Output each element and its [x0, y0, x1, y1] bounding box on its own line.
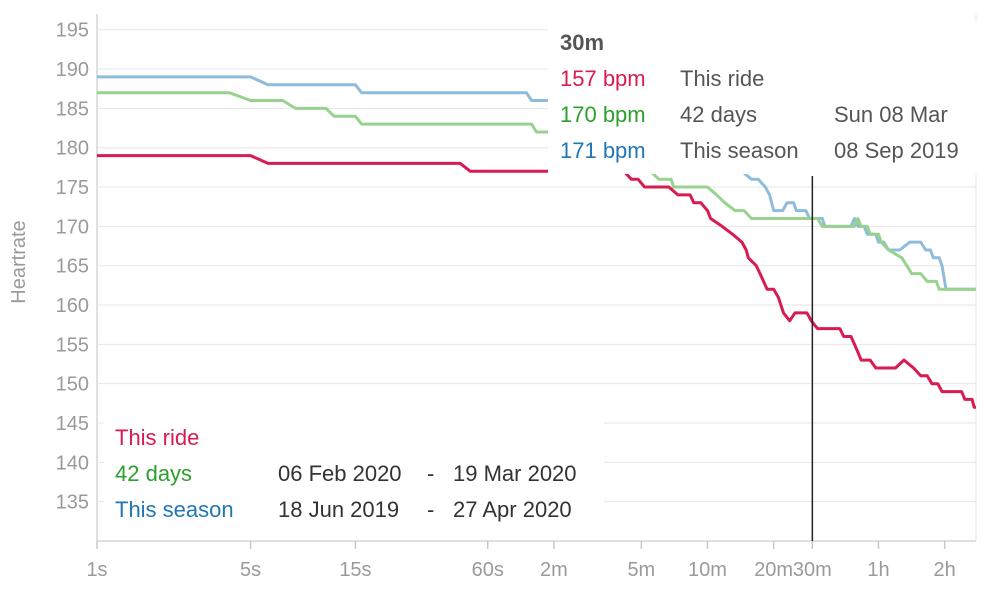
tooltip-label-this-season: This season — [680, 138, 799, 163]
legend: This ride 42 days 06 Feb 2020 - 19 Mar 2… — [104, 418, 604, 530]
series-line-42-days — [97, 91, 976, 291]
tooltip-value-this-season: 171 bpm — [560, 138, 646, 163]
legend-from-42-days: 06 Feb 2020 — [278, 461, 402, 486]
legend-label-this-ride: This ride — [115, 425, 199, 450]
y-axis-label: Heartrate — [8, 220, 30, 303]
x-tick-label: 20m — [754, 559, 793, 581]
series-line-this-ride — [97, 154, 976, 409]
tooltip-row: 157 bpm This ride — [560, 66, 764, 91]
legend-background — [104, 418, 604, 530]
legend-row: This season 18 Jun 2019 - 27 Apr 2020 — [115, 497, 572, 522]
y-tick-label: 155 — [56, 334, 89, 356]
x-axis: 1s 5s 15s 60s 2m 5m 10m 20m 30m 1h 2h — [86, 541, 956, 581]
tooltip-value-42-days: 170 bpm — [560, 102, 646, 127]
y-tick-label: 135 — [56, 492, 89, 514]
y-tick-label: 165 — [56, 256, 89, 278]
legend-to-this-season: 27 Apr 2020 — [453, 497, 572, 522]
tooltip-date-42-days: Sun 08 Mar — [834, 102, 948, 127]
tooltip-value-this-ride: 157 bpm — [560, 66, 646, 91]
y-tick-label: 140 — [56, 452, 89, 474]
x-tick-label: 30m — [793, 559, 832, 581]
legend-sep-this-season: - — [427, 497, 434, 522]
x-tick-label: 2h — [934, 559, 956, 581]
tooltip: 30m 157 bpm This ride 170 bpm 42 days Su… — [548, 22, 978, 174]
legend-sep-42-days: - — [427, 461, 434, 486]
legend-row: This ride — [115, 425, 199, 450]
tooltip-label-this-ride: This ride — [680, 66, 764, 91]
tooltip-title: 30m — [560, 30, 604, 55]
y-tick-label: 150 — [56, 374, 89, 396]
legend-label-42-days: 42 days — [115, 461, 192, 486]
y-tick-label: 195 — [56, 20, 89, 42]
x-tick-label: 5m — [627, 559, 655, 581]
tooltip-background — [548, 22, 978, 174]
legend-label-this-season: This season — [115, 497, 234, 522]
tooltip-label-42-days: 42 days — [680, 102, 757, 127]
tooltip-row: 170 bpm 42 days Sun 08 Mar — [560, 102, 948, 127]
tooltip-date-this-season: 08 Sep 2019 — [834, 138, 959, 163]
x-tick-label: 60s — [472, 559, 504, 581]
x-tick-label: 15s — [339, 559, 371, 581]
y-tick-label: 180 — [56, 138, 89, 160]
y-tick-label: 185 — [56, 98, 89, 120]
y-tick-label: 160 — [56, 295, 89, 317]
x-tick-label: 2m — [540, 559, 568, 581]
legend-from-this-season: 18 Jun 2019 — [278, 497, 399, 522]
x-tick-label: 1s — [86, 559, 107, 581]
y-axis: 135 140 145 150 155 160 165 170 175 180 185 190 195 — [56, 20, 89, 514]
x-tick-label: 5s — [240, 559, 261, 581]
y-tick-label: 175 — [56, 177, 89, 199]
x-tick-label: 10m — [688, 559, 727, 581]
legend-row: 42 days 06 Feb 2020 - 19 Mar 2020 — [115, 461, 577, 486]
y-tick-label: 170 — [56, 216, 89, 238]
legend-to-42-days: 19 Mar 2020 — [453, 461, 577, 486]
y-tick-label: 190 — [56, 59, 89, 81]
x-tick-label: 1h — [867, 559, 889, 581]
y-tick-label: 145 — [56, 413, 89, 435]
tooltip-row: 171 bpm This season 08 Sep 2019 — [560, 138, 959, 163]
